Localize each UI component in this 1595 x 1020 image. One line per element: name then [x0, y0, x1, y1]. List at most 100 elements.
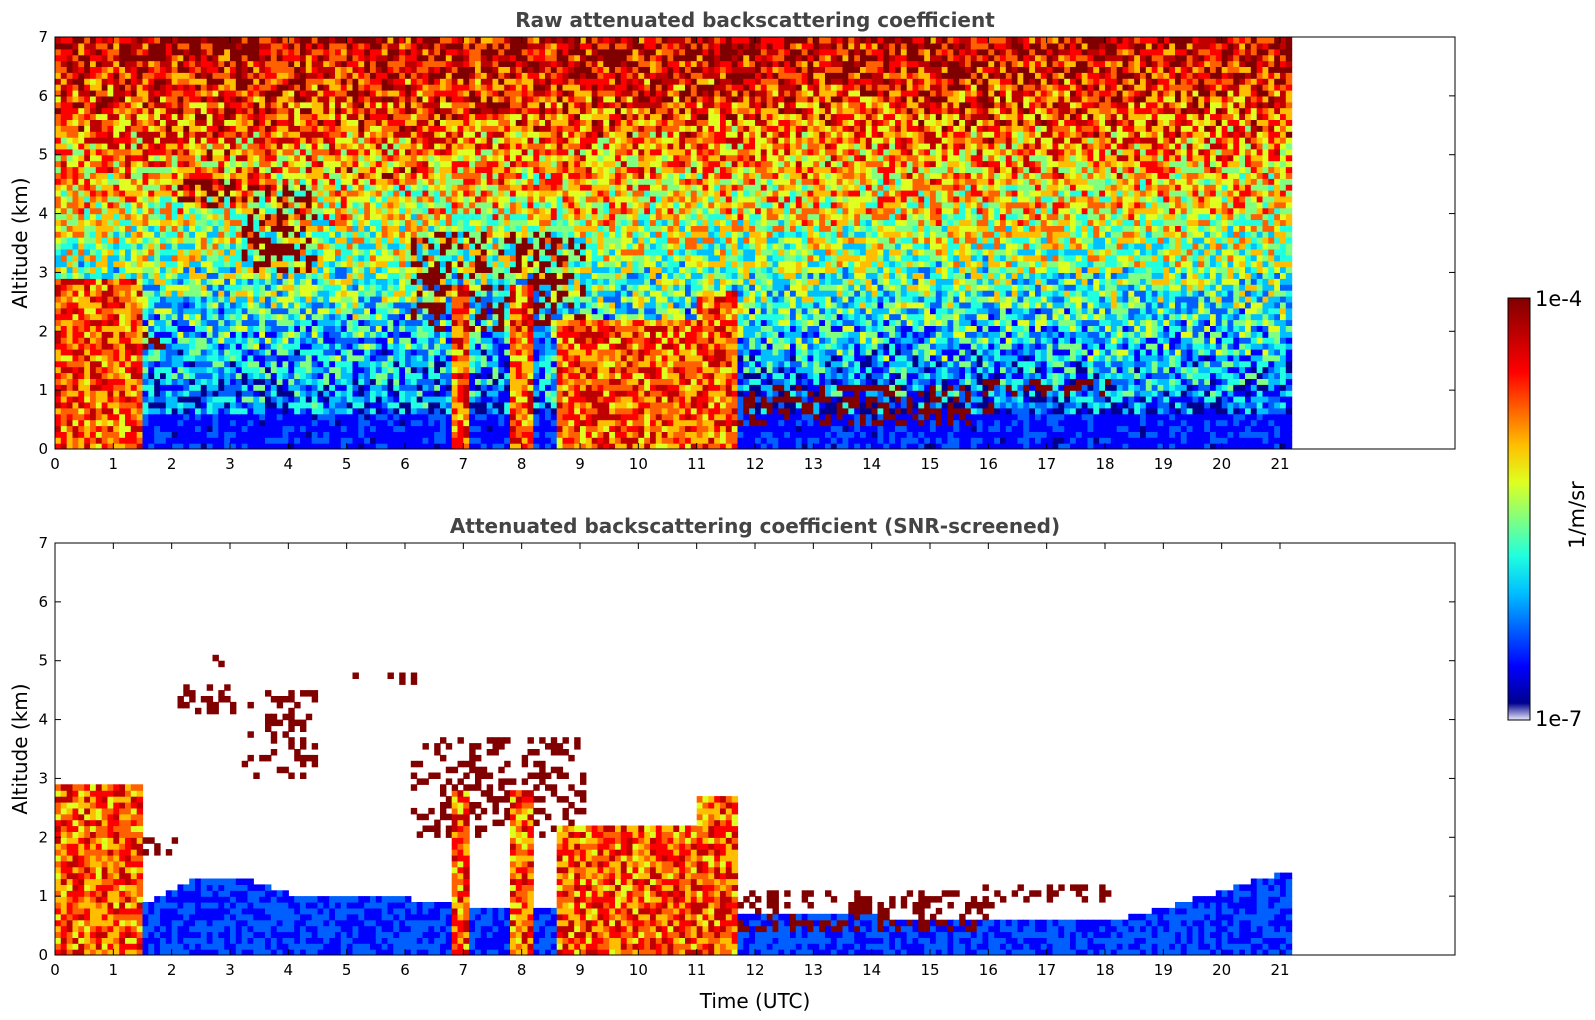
heatmap-cell: [463, 325, 469, 332]
heatmap-cell: [405, 402, 411, 409]
heatmap-cell: [137, 426, 143, 433]
heatmap-cell: [382, 202, 388, 209]
heatmap-cell: [102, 214, 108, 221]
heatmap-cell: [277, 308, 283, 315]
heatmap-cell: [137, 167, 143, 174]
heatmap-cell: [154, 172, 160, 179]
heatmap-cell: [160, 137, 166, 144]
heatmap-cell: [265, 272, 271, 279]
heatmap-cell: [434, 66, 440, 73]
heatmap-cell: [382, 261, 388, 268]
heatmap-cell: [353, 43, 359, 50]
heatmap-cell: [452, 343, 458, 350]
heatmap-cell: [428, 296, 434, 303]
heatmap-cell: [207, 108, 213, 115]
heatmap-cell: [393, 119, 399, 126]
heatmap-cell: [102, 355, 108, 362]
heatmap-cell: [137, 119, 143, 126]
heatmap-cell: [166, 373, 172, 380]
heatmap-cell: [353, 426, 359, 433]
heatmap-cell: [312, 114, 318, 121]
heatmap-cell: [388, 108, 394, 115]
heatmap-cell: [102, 390, 108, 397]
heatmap-cell: [183, 302, 189, 309]
heatmap-cell: [405, 161, 411, 168]
heatmap-cell: [288, 49, 294, 56]
heatmap-cell: [458, 426, 464, 433]
heatmap-cell: [341, 202, 347, 209]
heatmap-cell: [428, 90, 434, 97]
heatmap-cell: [154, 278, 160, 285]
heatmap-cell: [213, 202, 219, 209]
heatmap-cell: [388, 408, 394, 415]
heatmap-cell: [61, 237, 67, 244]
heatmap-cell: [189, 320, 195, 327]
heatmap-cell: [189, 314, 195, 321]
heatmap-cell: [358, 208, 364, 215]
heatmap-cell: [253, 72, 259, 79]
heatmap-cell: [172, 108, 178, 115]
heatmap-cell: [259, 290, 265, 297]
heatmap-cell: [393, 414, 399, 421]
heatmap-cell: [131, 61, 137, 68]
heatmap-cell: [312, 408, 318, 415]
heatmap-cell: [166, 190, 172, 197]
heatmap-cell: [207, 255, 213, 261]
heatmap-cell: [452, 149, 458, 156]
heatmap-cell: [78, 72, 84, 79]
heatmap-cell: [73, 337, 79, 344]
heatmap-cell: [347, 196, 353, 203]
heatmap-cell: [108, 378, 114, 385]
heatmap-cell: [213, 84, 219, 91]
heatmap-cell: [236, 167, 242, 174]
heatmap-cell: [108, 255, 114, 261]
heatmap-cell: [428, 414, 434, 421]
heatmap-cell: [411, 373, 417, 380]
heatmap-cell: [78, 390, 84, 397]
heatmap-cell: [102, 437, 108, 444]
heatmap-cell: [446, 390, 452, 397]
heatmap-cell: [423, 361, 429, 368]
heatmap-cell: [446, 143, 452, 150]
heatmap-cell: [382, 37, 388, 44]
heatmap-cell: [452, 420, 458, 427]
heatmap-cell: [411, 161, 417, 168]
heatmap-cell: [463, 426, 469, 433]
heatmap-cell: [148, 184, 154, 191]
heatmap-cell: [446, 308, 452, 315]
heatmap-cell: [434, 49, 440, 56]
heatmap-cell: [253, 243, 259, 250]
heatmap-cell: [364, 90, 370, 97]
heatmap-cell: [300, 149, 306, 156]
heatmap-cell: [434, 355, 440, 362]
heatmap-cell: [207, 290, 213, 297]
heatmap-cell: [411, 320, 417, 327]
heatmap-cell: [382, 426, 388, 433]
heatmap-cell: [125, 161, 131, 168]
heatmap-cell: [265, 143, 271, 150]
heatmap-cell: [67, 66, 73, 73]
heatmap-cell: [230, 373, 236, 380]
heatmap-cell: [84, 420, 90, 427]
heatmap-cell: [393, 272, 399, 279]
heatmap-cell: [253, 184, 259, 191]
heatmap-cell: [446, 337, 452, 344]
heatmap-cell: [213, 420, 219, 427]
heatmap-cell: [318, 267, 324, 274]
heatmap-cell: [458, 308, 464, 315]
heatmap-cell: [119, 90, 125, 97]
heatmap-cell: [84, 325, 90, 332]
heatmap-cell: [108, 373, 114, 380]
heatmap-cell: [113, 178, 119, 185]
heatmap-cell: [160, 267, 166, 274]
heatmap-cell: [353, 284, 359, 291]
heatmap-cell: [411, 408, 417, 415]
heatmap-cell: [207, 172, 213, 179]
heatmap-cell: [312, 125, 318, 132]
heatmap-cell: [154, 349, 160, 356]
heatmap-cell: [84, 202, 90, 209]
heatmap-cell: [300, 272, 306, 279]
heatmap-cell: [143, 225, 149, 232]
heatmap-cell: [172, 90, 178, 97]
heatmap-cell: [248, 337, 254, 344]
